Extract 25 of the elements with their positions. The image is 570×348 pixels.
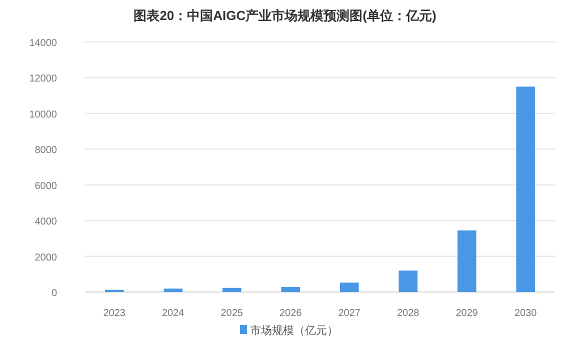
- bar: [340, 282, 359, 292]
- x-tick-label: 2025: [220, 308, 244, 319]
- y-tick-label: 12000: [29, 74, 58, 85]
- y-tick-label: 2000: [34, 252, 58, 264]
- x-tick-label: 2024: [162, 308, 185, 319]
- bar: [164, 288, 183, 292]
- legend-label: 市场规模（亿元）: [250, 324, 338, 337]
- bar: [222, 288, 242, 292]
- y-tick-label: 8000: [34, 145, 58, 156]
- bar: [281, 287, 300, 292]
- bar: [516, 86, 536, 292]
- bar: [457, 230, 476, 292]
- y-tick-label: 4000: [34, 216, 58, 228]
- x-tick-label: 2030: [514, 308, 538, 319]
- y-tick-label: 6000: [34, 180, 58, 192]
- x-tick-label: 2027: [338, 308, 361, 319]
- chart-title: 图表20：中国AIGC产业市场规模预测图(单位：亿元): [134, 8, 436, 23]
- y-tick-label: 14000: [29, 38, 58, 49]
- y-tick-label: 0: [51, 288, 58, 299]
- bar: [398, 270, 418, 292]
- x-tick-label: 2023: [103, 308, 126, 319]
- y-tick-label: 10000: [29, 109, 58, 120]
- x-tick-label: 2028: [397, 308, 420, 319]
- x-tick-label: 2029: [456, 308, 478, 319]
- x-tick-label: 2026: [280, 308, 302, 319]
